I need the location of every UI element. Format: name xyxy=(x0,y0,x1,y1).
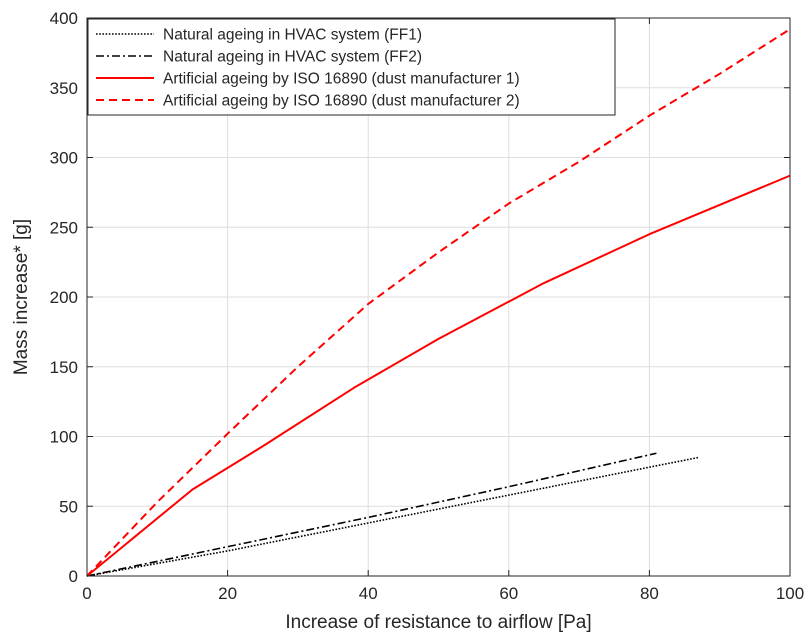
y-tick-label: 350 xyxy=(50,79,78,98)
legend-label-ff2: Natural ageing in HVAC system (FF2) xyxy=(163,49,422,66)
y-tick-label: 0 xyxy=(69,567,78,586)
y-tick-label: 300 xyxy=(50,149,78,168)
legend-label-dust-manufacturer-2: Artificial ageing by ISO 16890 (dust man… xyxy=(163,93,520,110)
x-tick-label: 20 xyxy=(218,584,237,603)
axis-ticks: 0 20 40 60 80 100 0 50 100 150 200 250 300 350 400 xyxy=(50,9,805,603)
x-tick-label: 100 xyxy=(776,584,804,603)
series-line-ff1 xyxy=(86,456,699,577)
y-tick-label: 200 xyxy=(50,288,78,307)
legend-label-ff1: Natural ageing in HVAC system (FF1) xyxy=(163,27,422,44)
series-line-dust-manufacturer-2 xyxy=(86,28,791,577)
legend-label-dust-manufacturer-1: Artificial ageing by ISO 16890 (dust man… xyxy=(163,71,520,88)
legend: Natural ageing in HVAC system (FF1) Natur… xyxy=(87,18,616,116)
y-tick-label: 100 xyxy=(50,428,78,447)
y-tick-label: 150 xyxy=(50,358,78,377)
y-tick-label: 400 xyxy=(50,9,78,28)
plot-series xyxy=(86,28,791,577)
legend-box xyxy=(87,18,616,116)
x-tick-label: 40 xyxy=(359,584,378,603)
y-axis-label: Mass increase* [g] xyxy=(11,219,32,375)
x-tick-label: 60 xyxy=(499,584,518,603)
x-tick-label: 0 xyxy=(82,584,91,603)
y-tick-label: 250 xyxy=(50,218,78,237)
x-axis-label: Increase of resistance to airflow [Pa] xyxy=(285,612,591,633)
series-line-ff2 xyxy=(86,452,657,577)
series-line-dust-manufacturer-1 xyxy=(86,174,791,577)
y-tick-label: 50 xyxy=(59,497,78,516)
x-tick-label: 80 xyxy=(640,584,659,603)
